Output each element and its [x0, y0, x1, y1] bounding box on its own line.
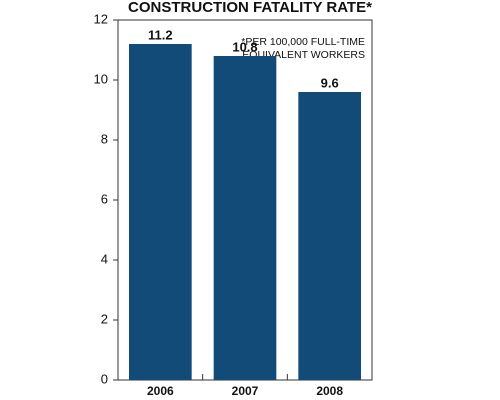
y-tick-label: 4 [101, 251, 108, 266]
x-tick-label: 2006 [147, 384, 174, 398]
y-tick-label: 10 [94, 71, 108, 86]
y-tick-label: 12 [94, 11, 108, 26]
y-tick-label: 0 [101, 371, 108, 386]
data-label: 9.6 [321, 75, 339, 90]
y-tick-label: 6 [101, 191, 108, 206]
data-label: 10.8 [232, 39, 257, 54]
x-tick-label: 2007 [232, 384, 259, 398]
bar [213, 56, 277, 380]
bar [298, 92, 361, 380]
bar [129, 44, 192, 380]
chart-title: CONSTRUCTION FATALITY RATE* [128, 0, 372, 16]
x-tick-label: 2008 [316, 384, 343, 398]
y-tick-label: 8 [101, 131, 108, 146]
annotation: *PER 100,000 FULL-TIME [241, 36, 365, 48]
data-label: 11.2 [148, 27, 173, 42]
y-tick-label: 2 [101, 311, 108, 326]
